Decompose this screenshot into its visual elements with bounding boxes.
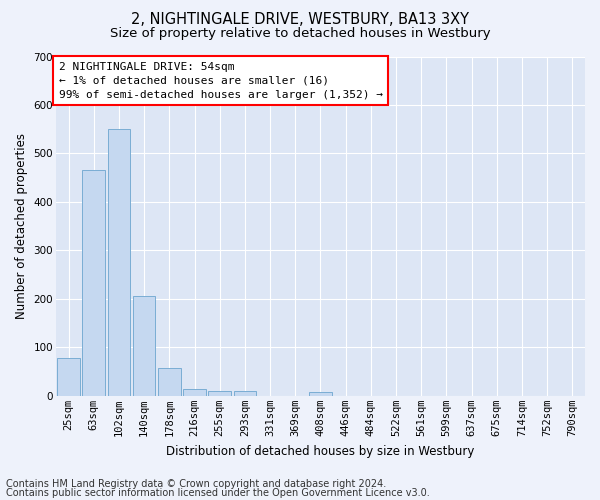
Bar xyxy=(208,391,231,396)
Text: 2 NIGHTINGALE DRIVE: 54sqm
← 1% of detached houses are smaller (16)
99% of semi-: 2 NIGHTINGALE DRIVE: 54sqm ← 1% of detac… xyxy=(59,62,383,100)
Text: Contains HM Land Registry data © Crown copyright and database right 2024.: Contains HM Land Registry data © Crown c… xyxy=(6,479,386,489)
X-axis label: Distribution of detached houses by size in Westbury: Distribution of detached houses by size … xyxy=(166,444,475,458)
Bar xyxy=(82,170,105,396)
Bar xyxy=(107,129,130,396)
Y-axis label: Number of detached properties: Number of detached properties xyxy=(15,133,28,319)
Bar xyxy=(309,392,332,396)
Bar xyxy=(133,296,155,396)
Bar xyxy=(158,368,181,396)
Bar xyxy=(233,391,256,396)
Text: Size of property relative to detached houses in Westbury: Size of property relative to detached ho… xyxy=(110,28,490,40)
Bar xyxy=(183,388,206,396)
Text: Contains public sector information licensed under the Open Government Licence v3: Contains public sector information licen… xyxy=(6,488,430,498)
Text: 2, NIGHTINGALE DRIVE, WESTBURY, BA13 3XY: 2, NIGHTINGALE DRIVE, WESTBURY, BA13 3XY xyxy=(131,12,469,28)
Bar xyxy=(57,358,80,396)
